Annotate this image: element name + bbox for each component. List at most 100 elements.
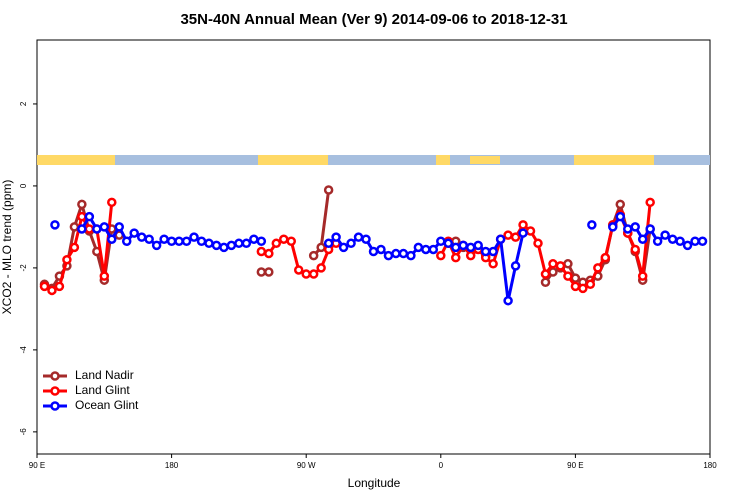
data-point <box>555 261 566 271</box>
data-point <box>107 234 117 244</box>
data-point <box>587 220 597 230</box>
data-point <box>353 232 364 242</box>
data-point <box>615 199 626 210</box>
data-point <box>151 240 162 251</box>
data-point <box>136 232 147 242</box>
y-tick-label: 2 <box>19 101 28 106</box>
data-point <box>77 199 87 210</box>
data-point <box>77 224 87 234</box>
legend-label: Land Nadir <box>75 368 134 382</box>
legend-label: Land Glint <box>75 383 130 397</box>
data-point <box>271 238 282 249</box>
data-point <box>585 279 596 290</box>
data-point <box>114 222 125 232</box>
data-point <box>391 248 401 259</box>
data-point <box>316 242 326 253</box>
data-point <box>465 242 476 253</box>
data-point <box>578 283 588 294</box>
data-point <box>436 236 446 247</box>
data-point <box>234 238 244 249</box>
data-point <box>697 236 708 247</box>
data-point <box>264 267 274 277</box>
y-tick-label: -2 <box>19 264 28 272</box>
data-point <box>376 244 386 255</box>
data-point <box>518 228 528 238</box>
data-point <box>458 240 468 251</box>
data-point <box>525 226 536 236</box>
data-point <box>323 185 334 195</box>
data-point <box>264 248 274 259</box>
data-point <box>548 259 558 269</box>
data-point <box>99 271 110 281</box>
data-point <box>159 234 169 244</box>
x-tick-label: 90 W <box>297 461 316 470</box>
x-tick-label: 90 E <box>567 461 583 470</box>
data-point <box>84 224 95 234</box>
data-point <box>503 295 513 306</box>
data-point <box>308 269 319 279</box>
data-point <box>204 238 214 249</box>
data-point <box>219 242 229 253</box>
data-point <box>690 236 700 247</box>
x-tick-label: 180 <box>165 461 179 470</box>
data-point <box>421 244 431 255</box>
data-point <box>331 232 341 242</box>
data-point <box>495 234 506 244</box>
data-point <box>92 224 102 234</box>
data-point <box>451 242 461 253</box>
data-point <box>189 232 199 242</box>
data-point <box>181 236 192 247</box>
data-point <box>406 250 416 261</box>
data-point <box>346 238 356 249</box>
data-point <box>286 236 296 247</box>
x-tick-label: 90 E <box>29 461 45 470</box>
data-point <box>637 271 648 281</box>
data-point <box>637 234 648 244</box>
data-point <box>622 224 633 234</box>
data-point <box>428 244 439 255</box>
data-point <box>503 230 513 240</box>
data-point <box>593 263 603 273</box>
legend-marker <box>50 401 60 411</box>
data-point <box>652 236 663 247</box>
data-point <box>570 281 581 292</box>
data-point <box>510 261 521 271</box>
data-point <box>615 211 626 222</box>
land-ocean-strip <box>37 155 710 165</box>
x-axis-label: Longitude <box>348 476 401 490</box>
legend-marker <box>50 386 60 396</box>
data-point <box>241 238 252 249</box>
data-point <box>488 259 498 269</box>
data-point <box>645 224 655 234</box>
data-point <box>47 285 57 296</box>
data-point <box>645 197 655 208</box>
data-point <box>368 246 379 257</box>
data-point <box>84 211 95 222</box>
data-point <box>316 263 326 273</box>
data-point <box>323 238 334 249</box>
data-point <box>174 236 184 247</box>
data-point <box>488 246 498 257</box>
data-point <box>107 197 117 208</box>
data-point <box>256 236 267 247</box>
data-point <box>675 236 685 247</box>
data-point <box>608 222 618 232</box>
data-point <box>196 236 207 247</box>
data-point <box>39 281 50 292</box>
data-point <box>518 220 528 230</box>
data-point <box>249 234 259 244</box>
data-point <box>69 222 80 232</box>
data-point <box>226 240 237 251</box>
data-point <box>62 254 72 265</box>
data-point <box>256 267 267 277</box>
data-point <box>256 246 267 257</box>
data-point <box>383 250 394 261</box>
data-point <box>361 234 371 244</box>
data-point <box>279 234 289 244</box>
data-point <box>443 238 454 249</box>
data-point <box>682 240 693 251</box>
data-point <box>540 277 551 288</box>
